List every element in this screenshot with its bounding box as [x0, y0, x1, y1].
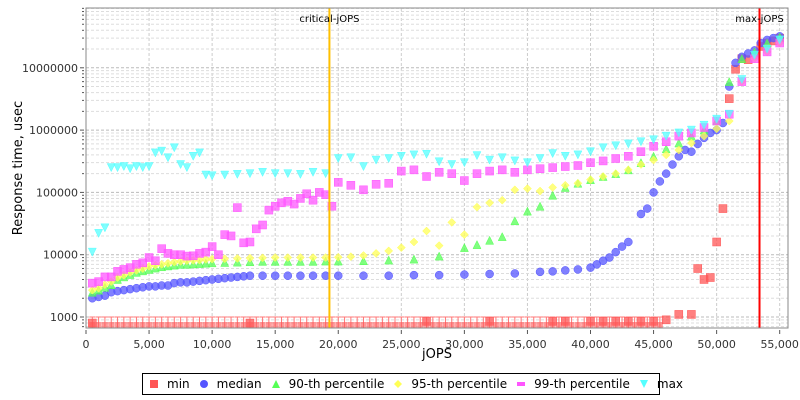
x-tick-label: 30,000	[445, 338, 484, 351]
y-tick-label: 10000	[43, 249, 78, 262]
legend: min median 90-th percentile 95-th percentil…	[142, 373, 683, 395]
x-tick-label: 35,000	[508, 338, 547, 351]
legend-item: median	[199, 377, 262, 391]
annotation-label: critical-jOPS	[299, 14, 359, 25]
x-axis-label: jOPS	[421, 347, 452, 362]
y-axis-label: Response time, usec	[11, 101, 26, 235]
legend-marker-icon	[517, 382, 526, 386]
legend-label: min	[167, 377, 190, 391]
x-tick-label: 15,000	[256, 338, 295, 351]
legend-marker-icon	[199, 380, 208, 388]
legend-label: 95-th percentile	[411, 377, 508, 391]
x-tick-label: 40,000	[571, 338, 610, 351]
plot-frame	[85, 7, 789, 329]
legend-label: max	[656, 377, 684, 391]
legend-item: 90-th percentile	[271, 377, 385, 391]
legend-item: min	[149, 377, 190, 391]
annotation-label: max-jOPS	[735, 14, 783, 25]
legend-marker-icon	[639, 380, 648, 388]
grid-lines	[86, 7, 788, 328]
x-tick-label: 25,000	[382, 338, 421, 351]
legend-label: median	[216, 377, 262, 391]
x-tick-label: 10,000	[193, 338, 232, 351]
x-tick-label: 5,000	[133, 338, 165, 351]
data-series	[87, 32, 785, 328]
x-tick-label: 0	[83, 338, 90, 351]
y-tick-label: 100000	[36, 186, 78, 199]
y-tick-label: 1000	[50, 311, 78, 324]
annotation-lines: critical-jOPS max-jOPS	[299, 8, 784, 328]
series-max	[87, 35, 785, 257]
x-tick-label: 45,000	[634, 338, 673, 351]
legend-item: max	[639, 377, 683, 391]
legend-label: 99-th percentile	[534, 377, 630, 391]
x-tick-label: 50,000	[697, 338, 736, 351]
legend-marker-icon	[150, 380, 158, 388]
y-tick-label: 10000000	[22, 62, 78, 75]
legend-marker-icon	[271, 380, 280, 388]
series-median	[88, 32, 784, 303]
legend-marker-icon	[394, 380, 403, 388]
legend-label: 90-th percentile	[288, 377, 385, 391]
x-tick-label: 20,000	[319, 338, 358, 351]
y-tick-label: 1000000	[29, 124, 78, 137]
axis-ticks: 0 5,000 10,000 15,000 20,000 25,000 30,000 35,0…	[22, 7, 799, 351]
x-tick-label: 55,000	[760, 338, 799, 351]
legend-item: 95-th percentile	[393, 377, 507, 391]
legend-item: 99-th percentile	[516, 377, 630, 391]
